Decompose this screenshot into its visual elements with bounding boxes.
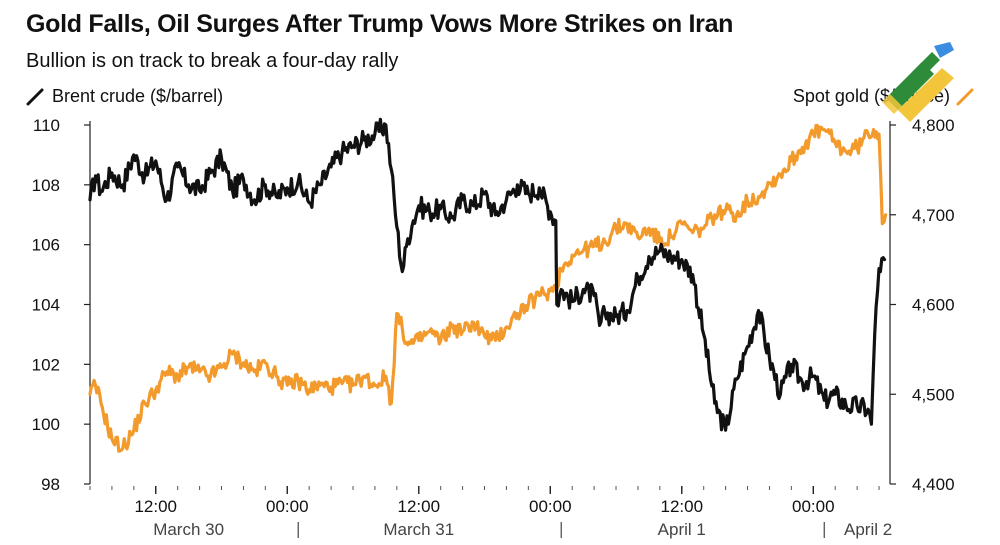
x-axis-tick-label: 00:00 <box>792 497 835 516</box>
right-axis-tick-label: 4,800 <box>912 116 955 135</box>
left-axis-tick-label: 98 <box>41 475 60 494</box>
left-axis-tick-label: 106 <box>32 236 60 255</box>
spot-gold-line <box>88 123 888 453</box>
x-axis-day-label: March 31 <box>383 520 454 539</box>
left-axis-tick-label: 108 <box>32 176 60 195</box>
x-axis-tick-label: 12:00 <box>661 497 704 516</box>
left-axis-tick-label: 110 <box>33 116 60 135</box>
chart-title: Gold Falls, Oil Surges After Trump Vows … <box>26 10 734 38</box>
x-axis-day-label: April 1 <box>658 520 706 539</box>
right-axis-tick-label: 4,600 <box>912 296 955 315</box>
x-axis-tick-label: 00:00 <box>266 497 309 516</box>
watermark-logo-icon <box>882 42 954 122</box>
right-axis-tick-label: 4,700 <box>912 206 955 225</box>
left-axis-tick-label: 104 <box>32 296 60 315</box>
x-axis-day-label: March 30 <box>153 520 224 539</box>
left-axis-tick-label: 102 <box>32 355 60 374</box>
oil-line-swatch-icon <box>26 88 44 105</box>
right-axis-tick-label: 4,400 <box>912 475 955 494</box>
gold-line-swatch-icon <box>956 88 974 105</box>
x-axis-tick-label: 00:00 <box>529 497 572 516</box>
legend-oil-label: Brent crude ($/barrel) <box>52 86 224 106</box>
left-axis-tick-label: 100 <box>32 415 60 434</box>
chart-subtitle: Bullion is on track to break a four-day … <box>26 50 399 72</box>
right-axis-tick-label: 4,500 <box>912 385 955 404</box>
brent-crude-line <box>88 117 887 432</box>
legend-oil: Brent crude ($/barrel) <box>26 86 223 107</box>
x-axis-day-label: April 2 <box>844 520 892 539</box>
x-axis-tick-label: 12:00 <box>134 497 177 516</box>
x-axis-tick-label: 12:00 <box>397 497 440 516</box>
